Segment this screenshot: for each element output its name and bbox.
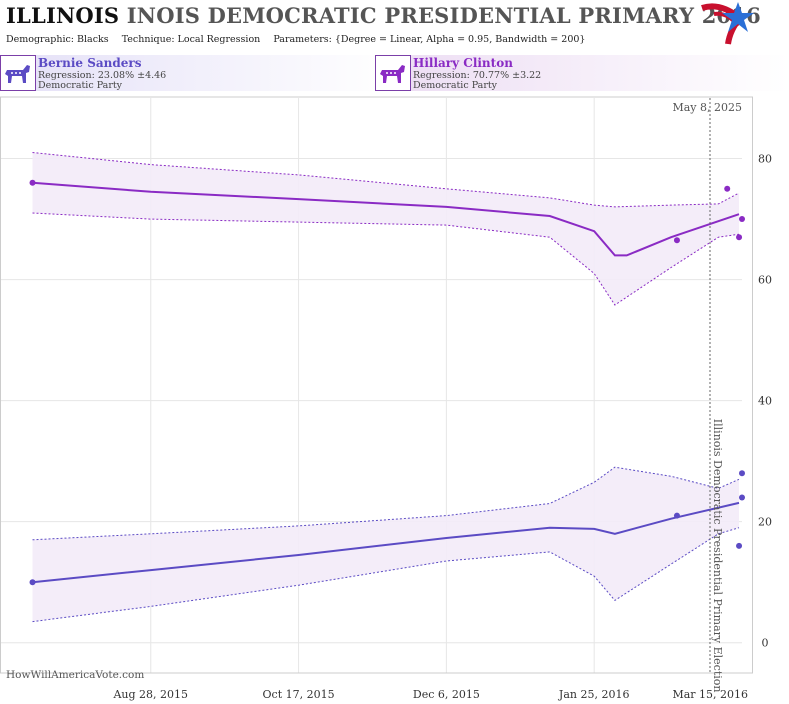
y-tick-label: 40 bbox=[758, 395, 772, 408]
data-point bbox=[739, 494, 745, 501]
donkey-icon bbox=[0, 55, 36, 91]
param-demographic: Demographic: Blacks bbox=[6, 34, 109, 45]
param-technique: Technique: Local Regression bbox=[121, 34, 261, 45]
candidate-party: Democratic Party bbox=[413, 80, 498, 91]
data-point bbox=[29, 179, 36, 186]
candidate-party: Democratic Party bbox=[38, 80, 123, 91]
y-tick-label: 80 bbox=[758, 153, 772, 166]
y-tick-label: 0 bbox=[762, 637, 769, 650]
candidate-name: Hillary Clinton bbox=[413, 56, 513, 70]
trend-line bbox=[32, 501, 740, 584]
confidence-bands bbox=[32, 152, 739, 622]
y-tick-label: 20 bbox=[758, 516, 772, 529]
data-point bbox=[673, 237, 680, 244]
y-tick-label: 60 bbox=[758, 274, 772, 287]
title-state: ILLINOIS bbox=[6, 3, 120, 28]
data-point bbox=[724, 185, 731, 192]
candidate-regression: Regression: 70.77% ±3.22 bbox=[413, 70, 542, 81]
candidate-card-bernie: Bernie Sanders Regression: 23.08% ±4.46 … bbox=[0, 55, 392, 91]
data-point bbox=[29, 579, 36, 586]
plot-frame bbox=[0, 96, 753, 674]
param-parameters: Parameters: {Degree = Linear, Alpha = 0.… bbox=[273, 34, 586, 45]
candidate-regression: Regression: 23.08% ±4.46 bbox=[38, 70, 167, 81]
upper-bound-line bbox=[32, 152, 740, 208]
x-tick-label: Jan 25, 2016 bbox=[558, 688, 630, 701]
data-point bbox=[736, 234, 743, 241]
candidate-name: Bernie Sanders bbox=[38, 56, 142, 70]
date-label: May 8, 2025 bbox=[672, 101, 742, 114]
lower-bound-line bbox=[32, 527, 740, 623]
star-logo-icon bbox=[701, 2, 754, 45]
chart-title: ILLINOIS INOIS DEMOCRATIC PRESIDENTIAL P… bbox=[6, 3, 761, 28]
donkey-icon bbox=[375, 55, 411, 91]
axes: 0 20 40 60 80 Aug 28, 2015 Oct 17, 2015 Dec 6, … bbox=[112, 98, 772, 701]
x-tick-label: Dec 6, 2015 bbox=[413, 688, 480, 701]
data-point bbox=[673, 512, 680, 519]
title-rest: INOIS DEMOCRATIC PRESIDENTIAL PRIMARY 20… bbox=[126, 3, 761, 28]
lower-bound-line bbox=[32, 212, 740, 306]
election-marker-label: Illinois Democratic Presidential Primary… bbox=[711, 419, 724, 693]
parameters-line: Demographic: Blacks Technique: Local Reg… bbox=[6, 34, 595, 45]
data-points bbox=[29, 179, 745, 586]
confidence-band bbox=[32, 152, 739, 305]
x-tick-label: Aug 28, 2015 bbox=[112, 688, 188, 701]
series-lines bbox=[32, 152, 740, 623]
x-tick-label: Mar 15, 2016 bbox=[672, 688, 748, 701]
trend-line bbox=[32, 181, 740, 257]
footer-source: HowWillAmericaVote.com bbox=[6, 669, 144, 681]
x-tick-label: Oct 17, 2015 bbox=[263, 688, 335, 701]
data-point bbox=[739, 216, 745, 223]
data-point bbox=[736, 542, 743, 549]
chart-area: 0 20 40 60 80 Aug 28, 2015 Oct 17, 2015 Dec 6, … bbox=[0, 96, 772, 701]
candidate-card-hillary: Hillary Clinton Regression: 70.77% ±3.22… bbox=[375, 55, 789, 91]
data-point bbox=[739, 470, 745, 477]
upper-bound-line bbox=[32, 466, 740, 541]
